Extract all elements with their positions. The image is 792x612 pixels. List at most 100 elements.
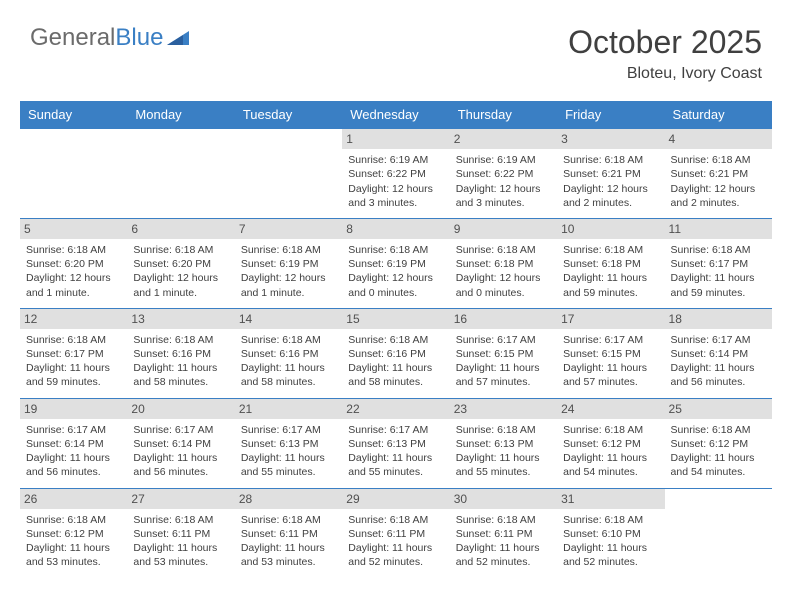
day-number: 28 [235,489,342,509]
sunset-text: Sunset: 6:11 PM [241,527,336,541]
daylight-text: Daylight: 12 hours and 3 minutes. [348,182,443,210]
day-number: 5 [20,219,127,239]
sunset-text: Sunset: 6:18 PM [456,257,551,271]
day-number: 29 [342,489,449,509]
calendar-day-cell: 27Sunrise: 6:18 AMSunset: 6:11 PMDayligh… [127,488,234,577]
day-number: 27 [127,489,234,509]
calendar-week-row: 1Sunrise: 6:19 AMSunset: 6:22 PMDaylight… [20,129,772,219]
daylight-text: Daylight: 11 hours and 53 minutes. [241,541,336,569]
daylight-text: Daylight: 12 hours and 2 minutes. [563,182,658,210]
day-number: 18 [665,309,772,329]
daylight-text: Daylight: 12 hours and 0 minutes. [456,271,551,299]
day-number: 20 [127,399,234,419]
sunrise-text: Sunrise: 6:17 AM [26,423,121,437]
calendar-day-cell [665,488,772,577]
sunrise-text: Sunrise: 6:18 AM [348,513,443,527]
sunrise-text: Sunrise: 6:17 AM [241,423,336,437]
calendar-day-cell [20,129,127,219]
daylight-text: Daylight: 11 hours and 56 minutes. [26,451,121,479]
daylight-text: Daylight: 11 hours and 57 minutes. [456,361,551,389]
day-number: 7 [235,219,342,239]
sunset-text: Sunset: 6:11 PM [133,527,228,541]
sunset-text: Sunset: 6:16 PM [133,347,228,361]
calendar-week-row: 19Sunrise: 6:17 AMSunset: 6:14 PMDayligh… [20,398,772,488]
sunset-text: Sunset: 6:15 PM [563,347,658,361]
sunset-text: Sunset: 6:13 PM [456,437,551,451]
daylight-text: Daylight: 12 hours and 0 minutes. [348,271,443,299]
sunset-text: Sunset: 6:19 PM [348,257,443,271]
calendar-day-cell: 15 Sunrise: 6:18 AMSunset: 6:16 PMDayligh… [342,308,449,398]
daylight-text: Daylight: 12 hours and 1 minute. [241,271,336,299]
sunrise-text: Sunrise: 6:18 AM [133,513,228,527]
sunrise-text: Sunrise: 6:18 AM [26,513,121,527]
sunset-text: Sunset: 6:19 PM [241,257,336,271]
daylight-text: Daylight: 11 hours and 56 minutes. [671,361,766,389]
sunset-text: Sunset: 6:21 PM [563,167,658,181]
weekday-header: Tuesday [235,101,342,129]
calendar-day-cell: 29Sunrise: 6:18 AMSunset: 6:11 PMDayligh… [342,488,449,577]
day-number: 21 [235,399,342,419]
daylight-text: Daylight: 12 hours and 2 minutes. [671,182,766,210]
calendar-day-cell: 23Sunrise: 6:18 AMSunset: 6:13 PMDayligh… [450,398,557,488]
daylight-text: Daylight: 11 hours and 54 minutes. [563,451,658,479]
page-header: GeneralBlue October 2025 Bloteu, Ivory C… [0,0,792,93]
day-number: 25 [665,399,772,419]
daylight-text: Daylight: 11 hours and 59 minutes. [563,271,658,299]
calendar-day-cell [127,129,234,219]
daylight-text: Daylight: 11 hours and 55 minutes. [456,451,551,479]
sunset-text: Sunset: 6:12 PM [563,437,658,451]
calendar-day-cell: 19Sunrise: 6:17 AMSunset: 6:14 PMDayligh… [20,398,127,488]
weekday-header: Wednesday [342,101,449,129]
day-number: 19 [20,399,127,419]
day-number: 24 [557,399,664,419]
sunrise-text: Sunrise: 6:18 AM [133,243,228,257]
calendar-day-cell: 26Sunrise: 6:18 AMSunset: 6:12 PMDayligh… [20,488,127,577]
sunrise-text: Sunrise: 6:18 AM [348,333,443,347]
calendar-day-cell: 5Sunrise: 6:18 AMSunset: 6:20 PMDaylight… [20,218,127,308]
sunset-text: Sunset: 6:21 PM [671,167,766,181]
sunrise-text: Sunrise: 6:18 AM [563,153,658,167]
calendar-day-cell: 24 Sunrise: 6:18 AMSunset: 6:12 PMDayligh… [557,398,664,488]
day-number: 12 [20,309,127,329]
daylight-text: Daylight: 11 hours and 55 minutes. [348,451,443,479]
title-block: October 2025 Bloteu, Ivory Coast [568,24,762,83]
brand-logo: GeneralBlue [30,24,189,52]
calendar-day-cell: 4Sunrise: 6:18 AMSunset: 6:21 PMDaylight… [665,129,772,219]
day-number: 2 [450,129,557,149]
daylight-text: Daylight: 11 hours and 56 minutes. [133,451,228,479]
daylight-text: Daylight: 11 hours and 58 minutes. [348,361,443,389]
sunrise-text: Sunrise: 6:18 AM [563,423,658,437]
sunrise-text: Sunrise: 6:17 AM [133,423,228,437]
calendar-day-cell: 10Sunrise: 6:18 AMSunset: 6:18 PMDayligh… [557,218,664,308]
sunset-text: Sunset: 6:14 PM [671,347,766,361]
calendar-week-row: 26Sunrise: 6:18 AMSunset: 6:12 PMDayligh… [20,488,772,577]
day-number: 8 [342,219,449,239]
daylight-text: Daylight: 11 hours and 55 minutes. [241,451,336,479]
calendar-day-cell [235,129,342,219]
sunset-text: Sunset: 6:16 PM [348,347,443,361]
day-number: 15 [342,309,449,329]
sunset-text: Sunset: 6:12 PM [26,527,121,541]
sunrise-text: Sunrise: 6:18 AM [26,243,121,257]
calendar-day-cell: 11Sunrise: 6:18 AMSunset: 6:17 PMDayligh… [665,218,772,308]
calendar-day-cell: 30Sunrise: 6:18 AMSunset: 6:11 PMDayligh… [450,488,557,577]
sunset-text: Sunset: 6:20 PM [26,257,121,271]
daylight-text: Daylight: 11 hours and 59 minutes. [671,271,766,299]
sunset-text: Sunset: 6:14 PM [133,437,228,451]
weekday-header: Saturday [665,101,772,129]
daylight-text: Daylight: 11 hours and 59 minutes. [26,361,121,389]
sunset-text: Sunset: 6:15 PM [456,347,551,361]
sunrise-text: Sunrise: 6:18 AM [348,243,443,257]
daylight-text: Daylight: 11 hours and 57 minutes. [563,361,658,389]
daylight-text: Daylight: 11 hours and 52 minutes. [456,541,551,569]
sunrise-text: Sunrise: 6:18 AM [671,243,766,257]
brand-part2: Blue [115,24,163,52]
daylight-text: Daylight: 11 hours and 53 minutes. [26,541,121,569]
brand-part1: General [30,24,115,52]
sunset-text: Sunset: 6:11 PM [348,527,443,541]
daylight-text: Daylight: 11 hours and 54 minutes. [671,451,766,479]
calendar-day-cell: 22Sunrise: 6:17 AMSunset: 6:13 PMDayligh… [342,398,449,488]
calendar-day-cell: 2Sunrise: 6:19 AMSunset: 6:22 PMDaylight… [450,129,557,219]
calendar-day-cell: 14Sunrise: 6:18 AMSunset: 6:16 PMDayligh… [235,308,342,398]
daylight-text: Daylight: 11 hours and 58 minutes. [241,361,336,389]
